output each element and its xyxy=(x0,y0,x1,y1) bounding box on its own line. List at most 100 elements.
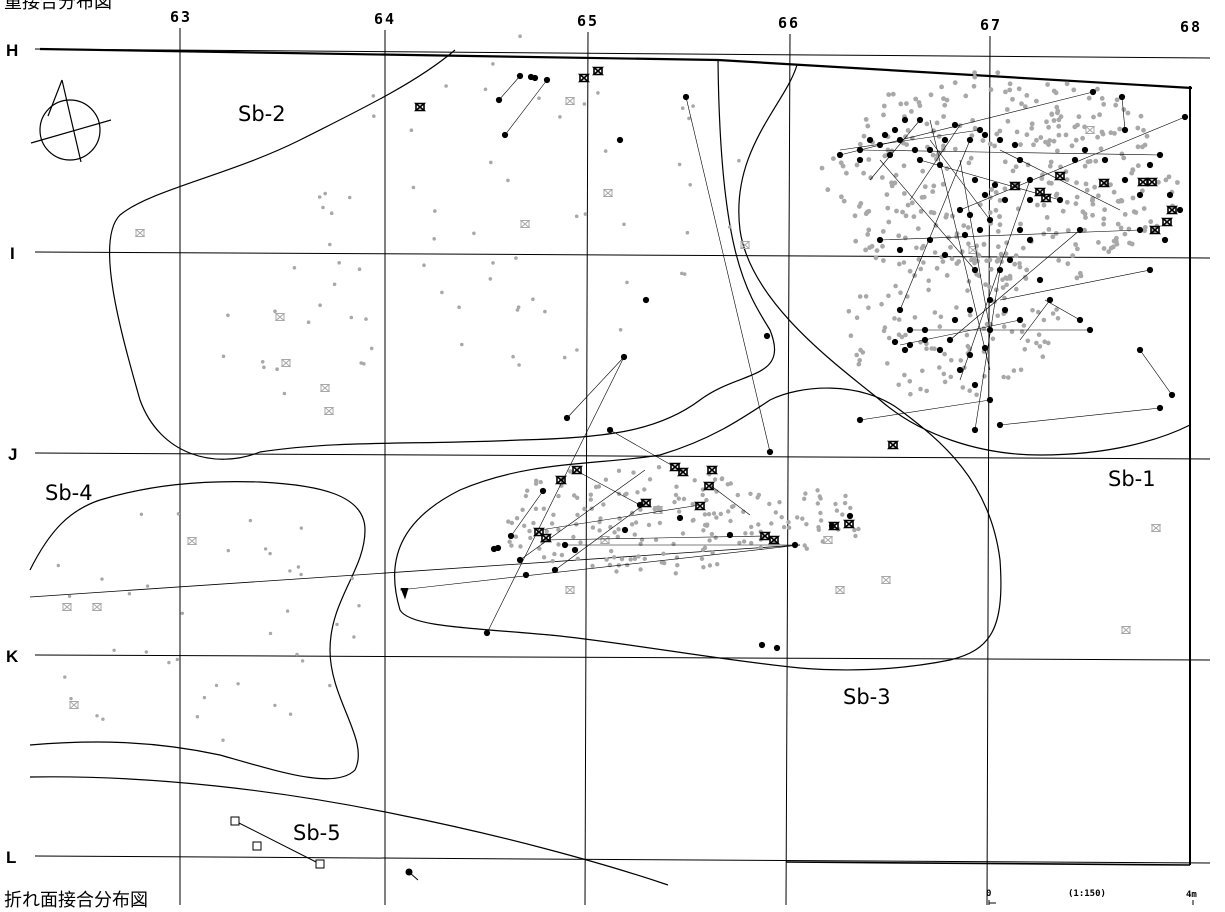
filled-dot-icon xyxy=(791,541,799,549)
bowtie-marker-icon xyxy=(1160,217,1174,227)
gray-dot-icon xyxy=(543,309,547,314)
gray-dot-icon xyxy=(1070,253,1076,258)
gray-dot-icon xyxy=(411,185,416,190)
zone-label-sb2: Sb-2 xyxy=(238,102,286,126)
gray-dot-icon xyxy=(1035,202,1040,208)
gray-dot-icon xyxy=(299,572,303,577)
filled-dot-icon xyxy=(996,136,1004,144)
gray-dot-icon xyxy=(673,571,678,576)
gray-dot-icon xyxy=(100,577,104,581)
gray-dot-icon xyxy=(930,152,936,158)
filled-dot-icon xyxy=(1046,296,1054,304)
filled-dot-icon xyxy=(676,514,684,522)
gray-dot-icon xyxy=(1051,88,1057,94)
filled-dot-icon xyxy=(896,136,904,144)
gray-dot-icon xyxy=(347,195,352,200)
bowtie-marker-icon xyxy=(280,359,292,367)
gray-dot-icon xyxy=(295,652,299,657)
gray-dot-icon xyxy=(1040,172,1045,178)
gray-dot-icon xyxy=(616,468,622,473)
gray-dot-icon xyxy=(472,231,476,236)
gray-dot-icon xyxy=(902,372,907,378)
square-marker-icon xyxy=(315,859,325,869)
filled-dot-icon xyxy=(966,211,974,219)
gray-dot-icon xyxy=(1000,285,1006,290)
gray-dot-icon xyxy=(901,163,907,169)
gray-dot-icon xyxy=(1092,184,1098,190)
gray-dot-icon xyxy=(221,354,226,359)
filled-dot-icon xyxy=(891,338,899,346)
gray-dot-icon xyxy=(856,526,861,532)
gray-dot-icon xyxy=(834,508,840,513)
gray-dot-icon xyxy=(672,499,677,505)
gray-dot-icon xyxy=(572,493,577,498)
gray-dot-icon xyxy=(1065,228,1071,233)
gray-dot-icon xyxy=(1004,282,1009,288)
gray-dot-icon xyxy=(803,491,808,496)
gray-dot-icon xyxy=(854,352,859,358)
gray-dot-icon xyxy=(680,271,684,276)
bowtie-marker-icon xyxy=(702,481,716,491)
arrow-marker-icon xyxy=(400,587,409,600)
gray-dot-icon xyxy=(919,245,925,251)
gray-dot-icon xyxy=(618,328,623,332)
gray-dot-icon xyxy=(989,187,995,192)
filled-dot-icon xyxy=(758,641,766,649)
gray-dot-icon xyxy=(491,261,495,265)
gray-dot-icon xyxy=(1053,193,1059,199)
gray-dot-icon xyxy=(1135,125,1141,131)
gray-dot-icon xyxy=(1129,241,1135,247)
filled-dot-icon xyxy=(926,146,934,154)
bowtie-marker-icon xyxy=(564,97,576,105)
filled-dot-icon xyxy=(966,351,974,359)
gray-dot-icon xyxy=(903,332,908,338)
filled-dot-icon xyxy=(971,426,979,434)
gray-dot-icon xyxy=(948,374,954,380)
gray-dot-icon xyxy=(959,249,965,255)
filled-dot-icon xyxy=(976,126,984,134)
gray-dot-icon xyxy=(1141,206,1147,211)
gray-dot-icon xyxy=(936,134,942,139)
gray-dot-icon xyxy=(944,166,950,172)
gray-dot-icon xyxy=(551,512,556,517)
gray-dot-icon xyxy=(881,103,887,109)
gray-dot-icon xyxy=(965,225,971,230)
gray-dot-icon xyxy=(735,492,740,498)
gray-dot-icon xyxy=(995,70,1001,76)
gray-dot-icon xyxy=(214,683,219,688)
filled-dot-icon xyxy=(1121,176,1129,184)
filled-dot-icon xyxy=(991,181,999,189)
gray-dot-icon xyxy=(369,346,374,351)
gray-dot-icon xyxy=(982,373,987,379)
filled-dot-icon xyxy=(620,353,628,361)
gray-dot-icon xyxy=(518,34,522,38)
gray-dot-icon xyxy=(282,391,287,396)
filled-dot-icon xyxy=(921,336,929,344)
gray-dot-icon xyxy=(1101,246,1107,251)
gray-dot-icon xyxy=(101,717,105,721)
gray-dot-icon xyxy=(712,477,718,482)
gray-dot-icon xyxy=(848,505,853,511)
bowtie-marker-icon xyxy=(319,384,331,392)
gray-dot-icon xyxy=(273,703,277,708)
bowtie-marker-icon xyxy=(577,73,591,83)
gray-dot-icon xyxy=(1014,129,1020,135)
gray-dot-icon xyxy=(1021,323,1027,328)
gray-dot-icon xyxy=(937,365,942,370)
zone-labels: Sb-1 Sb-2 Sb-3 Sb-4 Sb-5 xyxy=(45,102,1156,845)
gray-dot-icon xyxy=(1011,368,1017,373)
filled-dot-icon xyxy=(896,306,904,314)
gray-dot-icon xyxy=(687,116,691,121)
gray-dot-icon xyxy=(646,522,652,528)
gray-dot-icon xyxy=(1074,275,1080,281)
filled-dot-icon xyxy=(981,131,989,139)
gray-dot-icon xyxy=(1073,137,1079,143)
filled-dot-icon xyxy=(522,571,530,579)
gray-dot-icon xyxy=(588,492,593,497)
gray-dot-icon xyxy=(1108,130,1114,136)
excavation-boundary xyxy=(39,47,1193,866)
gray-dot-icon xyxy=(881,328,887,334)
bowtie-marker-icon xyxy=(739,241,751,249)
filled-dot-icon xyxy=(539,487,547,495)
gray-dot-icon xyxy=(1022,347,1028,352)
